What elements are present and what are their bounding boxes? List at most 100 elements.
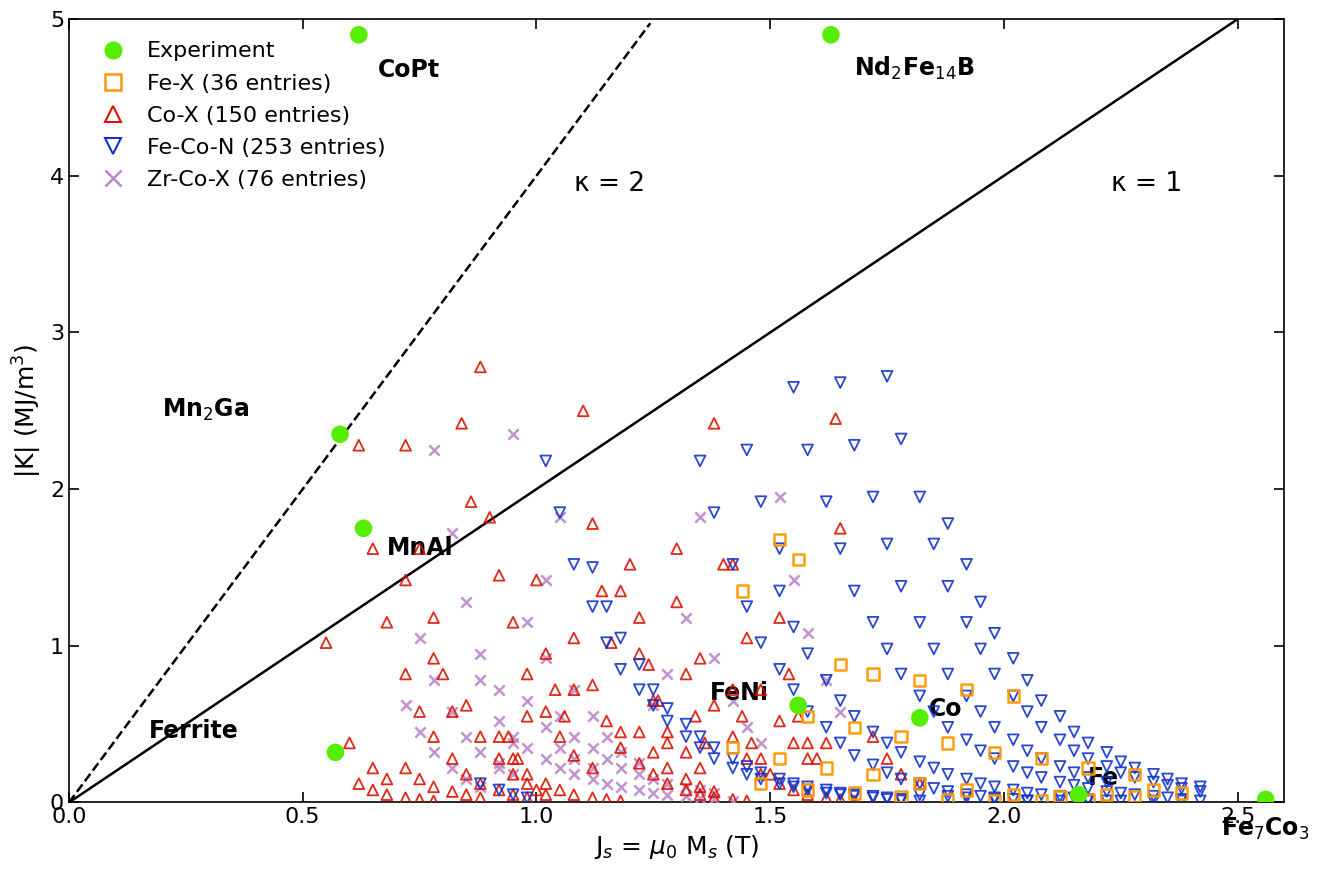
Point — [843, 789, 865, 803]
Point — [769, 532, 790, 546]
Point — [1096, 775, 1117, 789]
Point — [891, 730, 912, 744]
Point — [1255, 793, 1276, 807]
Point — [610, 740, 632, 754]
Point — [549, 783, 571, 797]
Point — [601, 636, 622, 650]
Point — [1190, 785, 1211, 799]
Point — [876, 752, 898, 766]
Point — [769, 663, 790, 677]
Point — [816, 783, 837, 797]
Point — [891, 667, 912, 681]
Point — [1170, 794, 1192, 807]
Point — [843, 709, 865, 723]
Point — [455, 787, 477, 801]
Point — [984, 720, 1005, 734]
Point — [610, 746, 632, 760]
Point — [516, 740, 538, 754]
Point — [703, 506, 724, 520]
Point — [503, 787, 524, 801]
Point — [1017, 786, 1038, 800]
Point — [797, 443, 818, 457]
Point — [647, 693, 669, 707]
Point — [736, 767, 757, 781]
Point — [657, 761, 678, 775]
Point — [489, 714, 510, 728]
Text: Fe$_7$Co$_3$: Fe$_7$Co$_3$ — [1222, 815, 1309, 841]
Point — [1170, 793, 1192, 807]
Point — [1078, 794, 1099, 807]
Point — [675, 772, 696, 786]
Point — [1030, 771, 1051, 785]
Point — [563, 748, 584, 762]
Point — [1096, 787, 1117, 801]
Point — [984, 780, 1005, 794]
Point — [843, 786, 865, 800]
Point — [526, 783, 547, 797]
Point — [830, 786, 851, 800]
Point — [422, 746, 444, 760]
Point — [1002, 689, 1023, 703]
Point — [797, 647, 818, 661]
Point — [816, 494, 837, 508]
Point — [629, 725, 650, 739]
Point — [535, 454, 556, 468]
Point — [526, 573, 547, 587]
Text: FeNi: FeNi — [710, 681, 768, 705]
Point — [741, 736, 763, 750]
Point — [751, 777, 772, 791]
Point — [610, 794, 632, 807]
Point — [315, 636, 336, 650]
Point — [395, 439, 416, 453]
Point — [1002, 783, 1023, 797]
Point — [409, 631, 430, 645]
Point — [455, 772, 477, 786]
Point — [549, 506, 571, 520]
Legend: Experiment, Fe-X (36 entries), Co-X (150 entries), Fe-Co-N (253 entries), Zr-Co-: Experiment, Fe-X (36 entries), Co-X (150… — [79, 31, 396, 201]
Point — [563, 557, 584, 571]
Point — [503, 427, 524, 441]
Point — [910, 777, 931, 791]
Point — [923, 642, 944, 656]
Point — [862, 490, 883, 504]
Point — [703, 785, 724, 799]
Point — [984, 794, 1005, 807]
Point — [596, 730, 617, 744]
Point — [1078, 793, 1099, 807]
Point — [535, 777, 556, 791]
Point — [830, 693, 851, 707]
Point — [862, 616, 883, 630]
Point — [642, 693, 663, 707]
Point — [1190, 780, 1211, 794]
Point — [797, 783, 818, 797]
Point — [610, 584, 632, 598]
Point — [666, 595, 687, 609]
Point — [489, 752, 510, 766]
Point — [769, 714, 790, 728]
Point — [461, 494, 482, 508]
Point — [751, 772, 772, 786]
Point — [376, 772, 397, 786]
Point — [498, 730, 519, 744]
Point — [1170, 786, 1192, 800]
Point — [736, 443, 757, 457]
Point — [782, 783, 804, 797]
Text: Ferrite: Ferrite — [148, 719, 238, 743]
Point — [937, 789, 959, 803]
Point — [1111, 786, 1132, 800]
Point — [830, 542, 851, 555]
Point — [956, 783, 977, 797]
Point — [1002, 793, 1023, 807]
Point — [769, 772, 790, 786]
Point — [657, 714, 678, 728]
Point — [489, 783, 510, 797]
Point — [830, 736, 851, 750]
Point — [722, 752, 743, 766]
Point — [891, 772, 912, 786]
Point — [553, 709, 575, 723]
Point — [876, 537, 898, 551]
Point — [489, 783, 510, 797]
Point — [642, 698, 663, 712]
Point — [629, 647, 650, 661]
Point — [1063, 779, 1084, 793]
